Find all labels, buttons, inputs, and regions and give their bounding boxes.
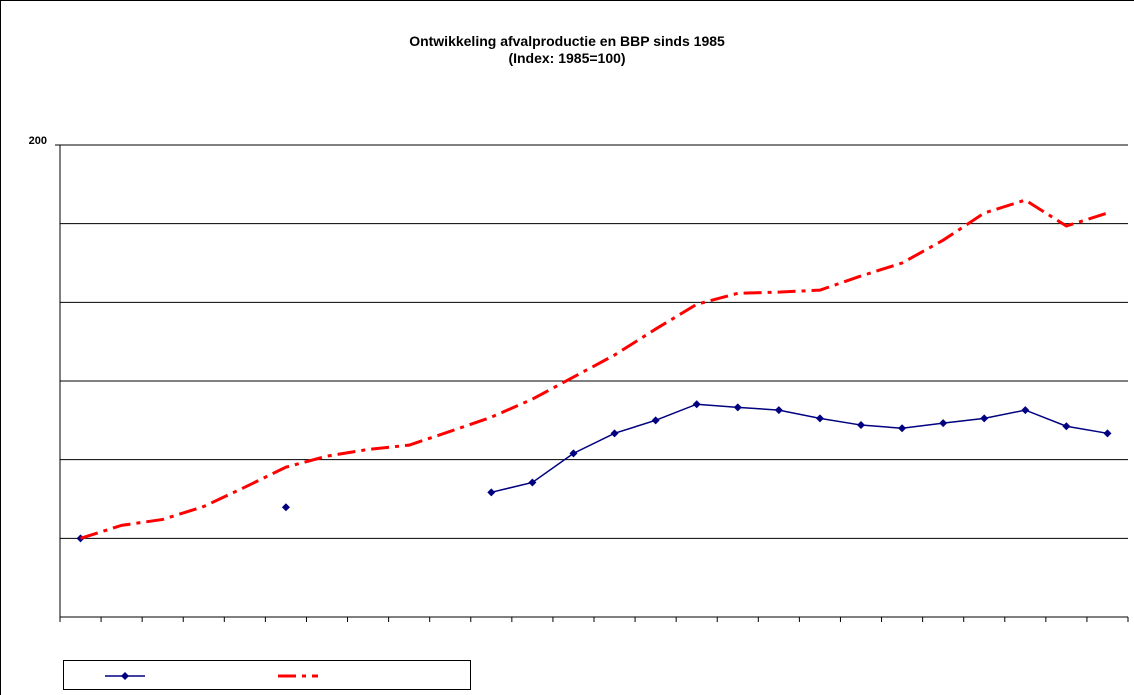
point-marker: [610, 429, 619, 438]
point-marker: [1103, 429, 1112, 438]
point-marker: [692, 400, 701, 409]
point-marker: [898, 424, 907, 433]
point-marker: [1062, 422, 1071, 431]
point-marker: [569, 449, 578, 458]
legend-swatch: [121, 672, 129, 680]
point-marker: [857, 421, 865, 430]
point-marker: [774, 406, 783, 415]
series-line: [80, 198, 1108, 540]
legend-box: [63, 660, 471, 690]
series-line: [491, 403, 1108, 494]
point-marker: [651, 416, 660, 425]
chart-title: Ontwikkeling afvalproductie en BBP sinds…: [409, 33, 725, 49]
point-marker: [487, 488, 496, 497]
y-tick-label: 200: [29, 135, 47, 147]
point-marker: [980, 414, 989, 423]
point-marker: [281, 503, 290, 512]
point-marker: [1021, 406, 1030, 415]
point-marker: [815, 414, 824, 423]
point-marker: [733, 403, 742, 412]
chart-subtitle: (Index: 1985=100): [508, 50, 625, 66]
point-marker: [528, 478, 537, 487]
point-marker: [939, 419, 948, 428]
